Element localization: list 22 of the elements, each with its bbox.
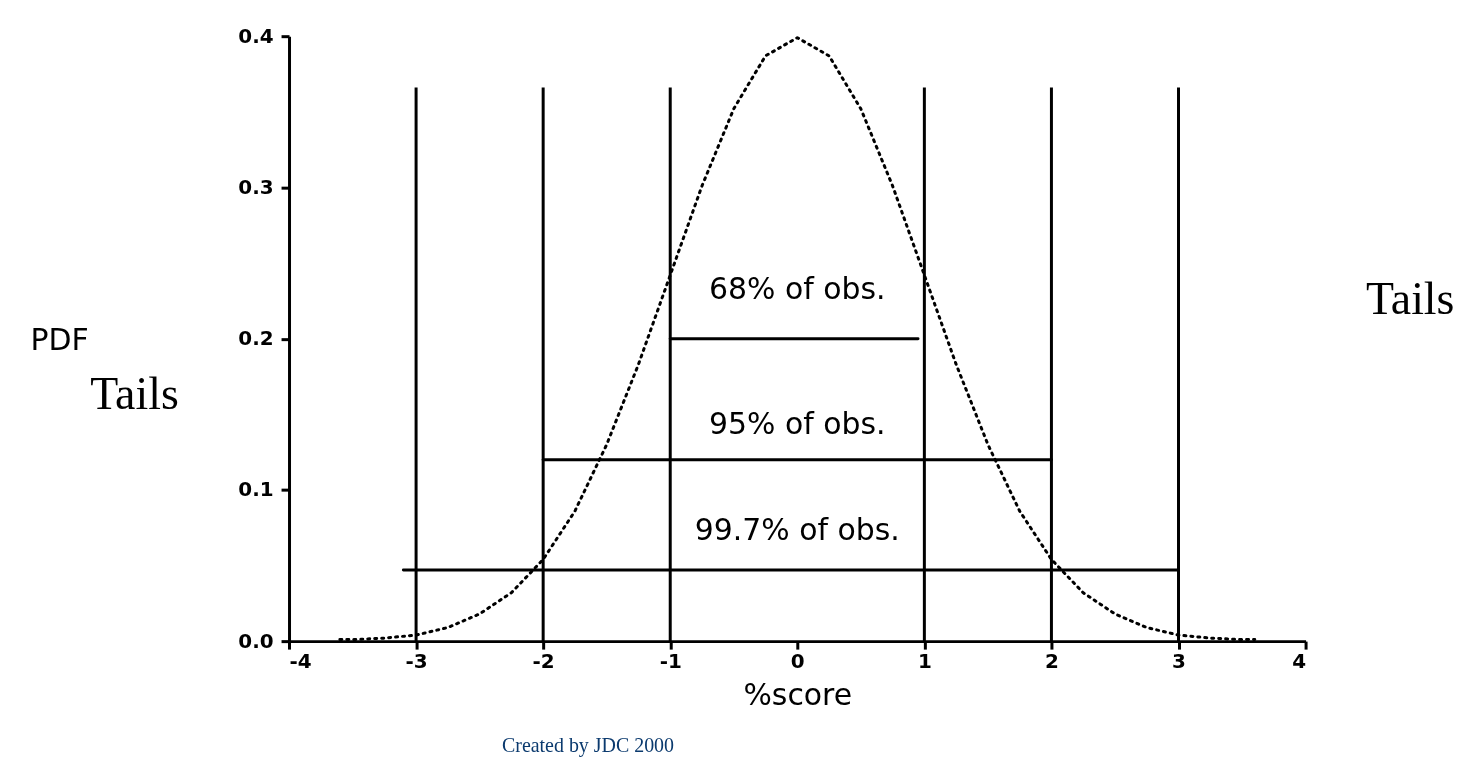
x-tick-label: 4 <box>1292 649 1307 673</box>
y-tick-label: 0.2 <box>238 327 274 351</box>
x-tick-label: -2 <box>532 649 555 673</box>
x-tick-label: -1 <box>659 649 682 673</box>
annotation: 99.7% of obs. <box>694 512 900 548</box>
y-tick-label: 0.0 <box>238 629 274 653</box>
annotation: 95% of obs. <box>709 405 886 441</box>
x-tick-label: 0 <box>790 649 805 673</box>
y-axis-title: PDF <box>30 321 89 357</box>
text: Tails <box>1366 273 1455 325</box>
annotation: 68% of obs. <box>709 271 886 307</box>
text: Created by JDC 2000 <box>501 733 675 757</box>
x-tick-label: -3 <box>405 649 428 673</box>
y-tick-label: 0.3 <box>238 175 274 199</box>
y-tick-label: 0.4 <box>238 24 274 48</box>
y-tick-label: 0.1 <box>238 478 274 502</box>
text: Tails <box>90 367 179 419</box>
x-axis-title: %score <box>743 677 853 713</box>
x-tick-label: -4 <box>289 649 312 673</box>
x-tick-label: 2 <box>1045 649 1059 673</box>
x-tick-label: 1 <box>917 649 932 673</box>
x-tick-label: 3 <box>1172 649 1186 673</box>
